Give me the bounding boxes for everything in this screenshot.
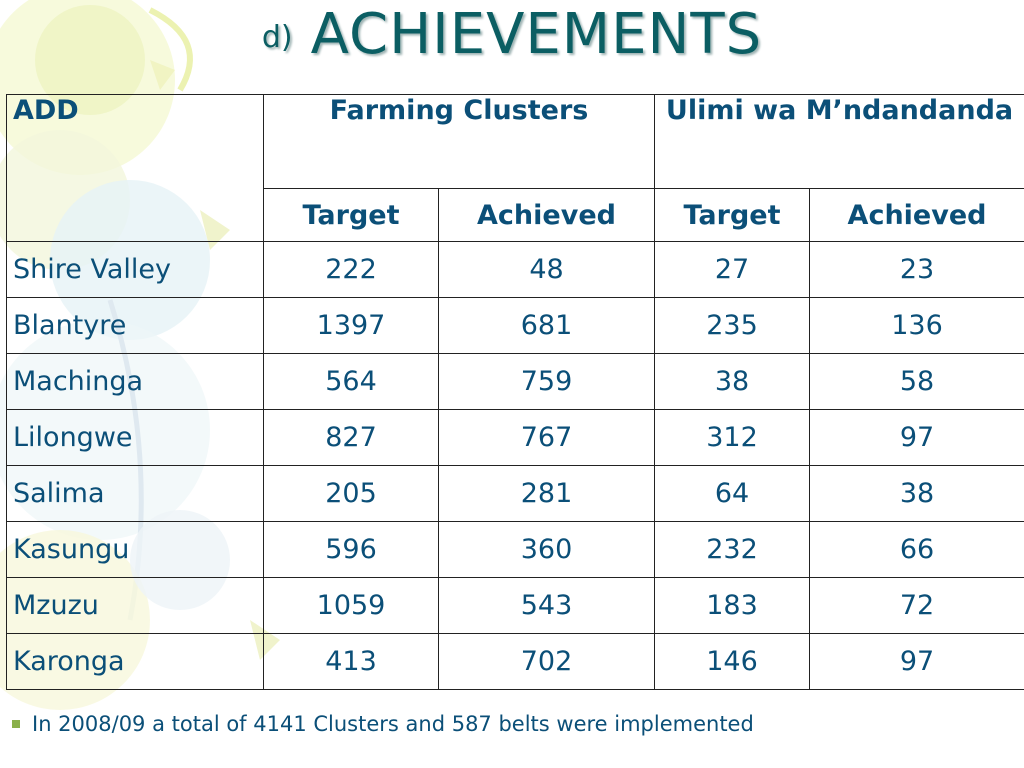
fc-target-cell: 596 <box>263 521 439 578</box>
summary-note: In 2008/09 a total of 4141 Clusters and … <box>12 712 754 736</box>
fc-achieved-cell: 759 <box>437 353 656 410</box>
header-fc-achieved: Achieved <box>437 188 656 242</box>
table-row: Shire Valley 222 48 27 23 <box>6 241 1024 298</box>
uw-target-cell: 235 <box>654 297 811 354</box>
table-row: Salima 205 281 64 38 <box>6 465 1024 522</box>
fc-achieved-cell: 48 <box>437 241 656 298</box>
add-name: Lilongwe <box>6 409 264 466</box>
fc-target-cell: 1397 <box>263 297 439 354</box>
fc-target-cell: 222 <box>263 241 439 298</box>
uw-achieved-cell: 23 <box>809 241 1024 298</box>
table-row: Kasungu 596 360 232 66 <box>6 521 1024 578</box>
uw-target-cell: 232 <box>654 521 811 578</box>
fc-achieved-cell: 281 <box>437 465 656 522</box>
title-prefix: d) <box>261 20 293 55</box>
add-name: Karonga <box>6 633 264 690</box>
uw-achieved-cell: 72 <box>809 577 1024 634</box>
slide-title: d) ACHIEVEMENTS <box>0 2 1024 67</box>
uw-target-cell: 183 <box>654 577 811 634</box>
header-uw-target: Target <box>654 188 811 242</box>
table-row: Mzuzu 1059 543 183 72 <box>6 577 1024 634</box>
fc-achieved-cell: 360 <box>437 521 656 578</box>
add-name: Shire Valley <box>6 241 264 298</box>
header-add: ADD <box>6 94 264 242</box>
fc-achieved-cell: 543 <box>437 577 656 634</box>
fc-achieved-cell: 681 <box>437 297 656 354</box>
fc-achieved-cell: 767 <box>437 409 656 466</box>
uw-achieved-cell: 97 <box>809 633 1024 690</box>
uw-target-cell: 312 <box>654 409 811 466</box>
uw-achieved-cell: 38 <box>809 465 1024 522</box>
table-row: Machinga 564 759 38 58 <box>6 353 1024 410</box>
header-uw-achieved: Achieved <box>809 188 1024 242</box>
uw-target-cell: 64 <box>654 465 811 522</box>
add-name: Mzuzu <box>6 577 264 634</box>
uw-target-cell: 38 <box>654 353 811 410</box>
fc-target-cell: 827 <box>263 409 439 466</box>
title-text: ACHIEVEMENTS <box>310 2 763 67</box>
achievements-table: ADD Farming Clusters Ulimi wa M’ndandand… <box>6 94 1024 690</box>
add-name: Kasungu <box>6 521 264 578</box>
add-name: Machinga <box>6 353 264 410</box>
table-row: Lilongwe 827 767 312 97 <box>6 409 1024 466</box>
table-row: Karonga 413 702 146 97 <box>6 633 1024 690</box>
fc-achieved-cell: 702 <box>437 633 656 690</box>
fc-target-cell: 205 <box>263 465 439 522</box>
fc-target-cell: 413 <box>263 633 439 690</box>
uw-target-cell: 27 <box>654 241 811 298</box>
bullet-icon <box>12 720 20 728</box>
add-name: Salima <box>6 465 264 522</box>
summary-note-text: In 2008/09 a total of 4141 Clusters and … <box>32 712 754 736</box>
fc-target-cell: 1059 <box>263 577 439 634</box>
header-farming-clusters: Farming Clusters <box>262 94 656 189</box>
uw-achieved-cell: 97 <box>809 409 1024 466</box>
uw-target-cell: 146 <box>654 633 811 690</box>
header-row: ADD Farming Clusters Ulimi wa M’ndandand… <box>6 94 1024 242</box>
uw-achieved-cell: 66 <box>809 521 1024 578</box>
header-fc-target: Target <box>263 188 439 242</box>
add-name: Blantyre <box>6 297 264 354</box>
header-ulimi-wa-mndandanda: Ulimi wa M’ndandanda <box>654 94 1024 189</box>
uw-achieved-cell: 58 <box>809 353 1024 410</box>
fc-target-cell: 564 <box>263 353 439 410</box>
table-row: Blantyre 1397 681 235 136 <box>6 297 1024 354</box>
uw-achieved-cell: 136 <box>809 297 1024 354</box>
subheader-row: Target Achieved Target Achieved <box>7 188 1024 242</box>
